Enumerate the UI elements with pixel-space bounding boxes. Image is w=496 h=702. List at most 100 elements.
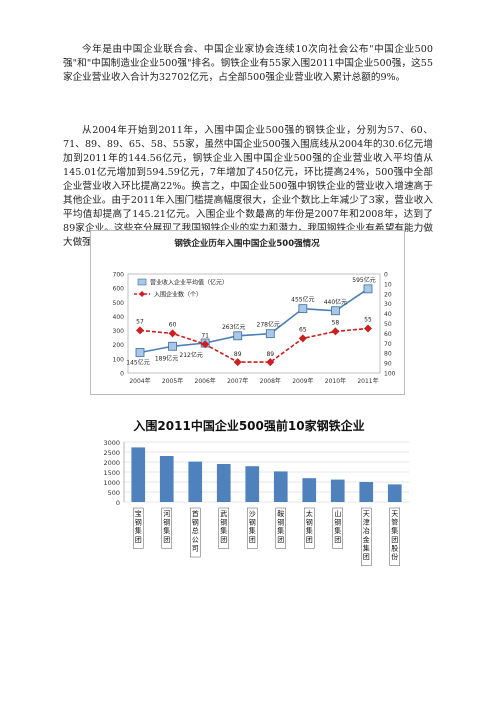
series-line-count bbox=[139, 327, 369, 363]
chart-title: 入围2011中国企业500强前10家钢铁企业 bbox=[133, 418, 364, 433]
x-tick-label-box bbox=[361, 507, 372, 566]
y-right-tick-label: 90 bbox=[384, 361, 392, 368]
y-tick-label: 2000 bbox=[103, 459, 120, 467]
y-left-tick-label: 0 bbox=[120, 371, 124, 378]
x-tick-label: 天津冶金集团 bbox=[363, 510, 370, 561]
x-tick-label: 2011年 bbox=[357, 377, 378, 385]
bar bbox=[159, 456, 174, 502]
revenue-point bbox=[298, 304, 308, 314]
legend-swatch-revenue bbox=[137, 278, 147, 286]
x-tick-label-box bbox=[389, 507, 400, 566]
y-right-tick-label: 80 bbox=[384, 351, 392, 358]
bar bbox=[245, 466, 260, 502]
x-tick-label-box bbox=[332, 507, 343, 549]
count-data-label: 89 bbox=[234, 351, 242, 358]
plot-area bbox=[127, 273, 381, 374]
count-point bbox=[233, 358, 242, 367]
y-left-tick-label: 700 bbox=[113, 272, 125, 279]
x-tick-label-box bbox=[133, 507, 144, 549]
x-tick-label: 2008年 bbox=[260, 377, 281, 385]
revenue-data-label: 212亿元 bbox=[179, 351, 202, 359]
revenue-data-label: 263亿元 bbox=[222, 323, 245, 331]
bar bbox=[359, 482, 374, 502]
x-tick-label: 鞍钢集团 bbox=[277, 509, 284, 544]
y-tick-label: 500 bbox=[108, 489, 120, 497]
x-tick-label-box bbox=[304, 507, 315, 549]
x-tick-label: 2007年 bbox=[227, 377, 248, 385]
paragraph-analysis: 从2004年开始到2011年，入围中国企业500强的钢铁企业，分别为57、60、… bbox=[63, 125, 433, 248]
x-tick-label: 2004年 bbox=[129, 377, 150, 385]
count-data-label: 55 bbox=[364, 316, 372, 323]
x-tick-label: 山钢集团 bbox=[334, 509, 341, 544]
y-right-tick-label: 40 bbox=[384, 311, 392, 318]
x-tick-label: 2005年 bbox=[162, 377, 183, 385]
legend-label-count: 入围企业数（个） bbox=[154, 291, 202, 299]
count-data-label: 71 bbox=[201, 332, 209, 339]
y-tick-label: 2500 bbox=[103, 449, 120, 457]
y-tick-label: 1500 bbox=[103, 469, 120, 477]
x-tick-label-box bbox=[218, 507, 229, 549]
y-left-tick-label: 500 bbox=[113, 300, 125, 307]
x-tick-label: 首钢总公司 bbox=[192, 509, 199, 552]
bar bbox=[387, 484, 402, 502]
y-tick-label: 0 bbox=[116, 499, 120, 507]
top10-steel-chart: 入围2011中国企业500强前10家钢铁企业 0 500 1000 1500 2000 25… bbox=[103, 418, 409, 566]
x-tick-label: 2006年 bbox=[195, 377, 216, 385]
legend-label-revenue: 营业收入企业平均值（亿元） bbox=[150, 279, 228, 287]
revenue-point bbox=[331, 306, 340, 316]
x-tick-label: 2010年 bbox=[325, 377, 346, 385]
chart-title: 钢铁企业历年入围中国企业500强情况 bbox=[174, 238, 320, 249]
x-tick-label: 武钢集团 bbox=[220, 509, 227, 544]
y-left-tick-label: 400 bbox=[113, 314, 125, 321]
count-data-label: 89 bbox=[266, 351, 274, 358]
bar bbox=[131, 447, 146, 502]
x-tick-label-box bbox=[275, 507, 286, 549]
series-line-revenue bbox=[139, 288, 369, 354]
bar bbox=[302, 478, 317, 502]
revenue-data-label: 595亿元 bbox=[352, 276, 375, 284]
bar bbox=[273, 471, 288, 502]
x-tick-label-box bbox=[247, 507, 258, 549]
y-right-tick-label: 70 bbox=[384, 341, 392, 348]
x-tick-label: 宝钢集团 bbox=[135, 509, 142, 544]
revenue-point bbox=[363, 284, 373, 294]
count-data-label: 57 bbox=[136, 318, 144, 325]
y-left-tick-label: 300 bbox=[113, 328, 125, 335]
y-right-tick-label: 0 bbox=[384, 272, 388, 279]
y-right-tick-label: 100 bbox=[384, 371, 396, 378]
bar bbox=[330, 479, 345, 502]
x-tick-label: 河钢集团 bbox=[163, 510, 170, 544]
count-point bbox=[136, 326, 144, 335]
bar bbox=[216, 464, 231, 502]
y-tick-label: 3000 bbox=[103, 439, 120, 447]
x-tick-label: 天管集团股份 bbox=[391, 510, 398, 561]
count-point bbox=[364, 324, 372, 333]
revenue-point bbox=[168, 341, 177, 351]
revenue-point bbox=[265, 329, 275, 339]
count-point bbox=[298, 334, 307, 343]
count-data-label: 58 bbox=[332, 319, 340, 326]
count-point bbox=[168, 329, 177, 338]
revenue-point bbox=[233, 331, 243, 341]
y-left-tick-label: 600 bbox=[113, 286, 125, 293]
count-point bbox=[331, 327, 340, 336]
steel-history-chart: 钢铁企业历年入围中国企业500强情况0100200300400500600700… bbox=[90, 230, 405, 395]
chart-frame bbox=[90, 230, 405, 395]
count-data-label: 60 bbox=[169, 321, 177, 328]
x-tick-label: 太钢集团 bbox=[306, 509, 313, 544]
x-tick-label: 沙钢集团 bbox=[249, 510, 256, 544]
revenue-data-label: 278亿元 bbox=[257, 321, 280, 329]
revenue-point bbox=[135, 348, 145, 357]
count-data-label: 65 bbox=[299, 326, 307, 333]
revenue-data-label: 455亿元 bbox=[291, 296, 314, 304]
y-right-tick-label: 10 bbox=[384, 281, 392, 288]
y-right-tick-label: 30 bbox=[384, 301, 392, 308]
revenue-data-label: 189亿元 bbox=[155, 354, 178, 362]
y-left-tick-label: 200 bbox=[113, 342, 125, 349]
count-point bbox=[201, 340, 210, 349]
paragraph-intro: 今年是由中国企业联合会、中国企业家协会连续10次向社会公布"中国企业500强"和… bbox=[63, 44, 433, 83]
y-right-tick-label: 20 bbox=[384, 291, 392, 298]
y-left-tick-label: 100 bbox=[113, 356, 125, 363]
bar bbox=[188, 461, 203, 502]
x-tick-label-box bbox=[161, 507, 172, 549]
